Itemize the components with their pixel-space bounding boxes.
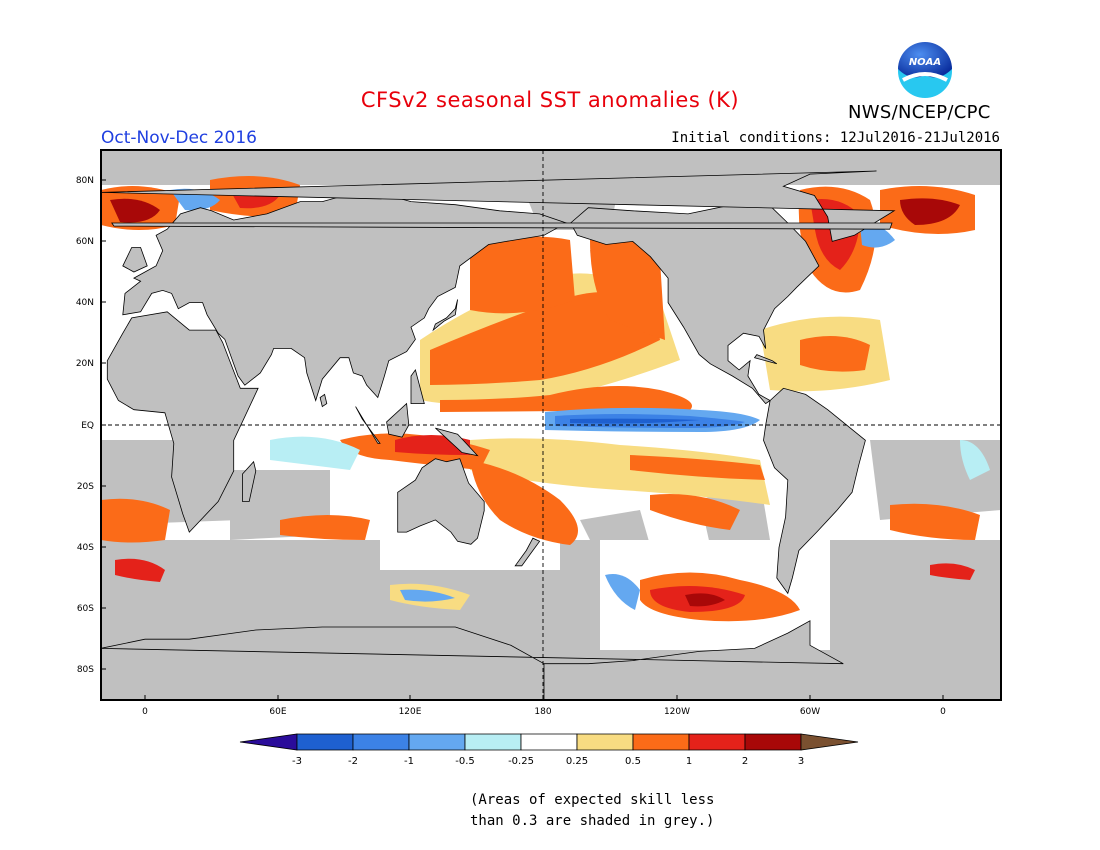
lat-tick-label: 80N [76, 176, 94, 186]
new-zealand [514, 537, 541, 567]
iceland [111, 222, 893, 230]
sumatra [355, 406, 381, 444]
cuba [753, 354, 778, 365]
anomaly-patch [380, 540, 560, 570]
noaa-logo: NOAA [898, 42, 952, 98]
lat-tick-label: EQ [81, 421, 94, 431]
anomaly-patch [115, 558, 165, 582]
colorbar-swatch [744, 733, 802, 751]
madagascar [242, 460, 257, 502]
colorbar-label: 1 [686, 756, 692, 767]
colorbar-label: -0.25 [508, 756, 534, 767]
anomaly-patch [960, 440, 990, 480]
british-isles [122, 247, 148, 273]
land-masses [101, 170, 896, 700]
map-plot-area [101, 150, 1001, 700]
antarctica [101, 620, 844, 700]
organization-label: NWS/NCEP/CPC [848, 102, 991, 123]
colorbar-swatch [239, 733, 298, 751]
south-indian-warm [280, 515, 370, 540]
north-pacific-warm [430, 292, 660, 385]
lon-tick-label: 180 [534, 707, 551, 717]
colorbar-swatch [520, 733, 578, 751]
colorbar-label: -1 [404, 756, 414, 767]
lat-tick-label: 80S [77, 665, 94, 675]
skill-note-line-2: than 0.3 are shaded in grey.) [470, 813, 715, 829]
lat-tick-label: 20S [77, 482, 94, 492]
colorbar-swatch [464, 733, 522, 751]
initial-conditions-label: Initial conditions: 12Jul2016-21Jul2016 [671, 130, 1000, 146]
lat-tick-label: 20N [76, 359, 94, 369]
south-america [763, 387, 866, 595]
equatorial-cold-tongue [570, 418, 700, 424]
colorbar-label: 0.25 [566, 756, 588, 767]
southern-ocean-cold [605, 574, 640, 610]
sri-lanka [319, 393, 328, 408]
anomaly-shading [101, 150, 1001, 700]
chart-title: CFSv2 seasonal SST anomalies (K) [360, 88, 740, 112]
colorbar-label: -0.5 [455, 756, 475, 767]
north-atlantic-warm [900, 198, 960, 225]
latitude-ticks: 80N 60N 40N 20N EQ 20S 40S 60S 80S [76, 176, 106, 675]
south-pacific-warm [630, 455, 765, 480]
north-pacific-warm [440, 386, 692, 412]
africa [106, 311, 259, 533]
lon-tick-label: 120W [664, 707, 690, 717]
north-america [570, 201, 820, 405]
anomaly-patch [400, 589, 455, 602]
colorbar-swatch [688, 733, 746, 751]
lat-tick-label: 40S [77, 543, 94, 553]
logo-text: NOAA [909, 57, 941, 68]
anomaly-patch [110, 198, 160, 223]
new-guinea [435, 427, 479, 457]
north-pacific-warm [470, 236, 575, 314]
anomaly-patch [860, 224, 895, 248]
season-label: Oct-Nov-Dec 2016 [101, 128, 257, 148]
philippines [410, 368, 425, 404]
longitude-ticks: 0 60E 120E 180 120W 60W 0 [142, 695, 946, 717]
lon-tick-label: 0 [940, 707, 946, 717]
south-pacific-warm [470, 460, 578, 545]
colorbar-swatch [296, 733, 354, 751]
colorbar-swatch [408, 733, 466, 751]
anomaly-patch [800, 336, 870, 372]
lat-tick-label: 60N [76, 237, 94, 247]
south-pacific-warm [650, 494, 740, 530]
colorbar-label: 0.5 [625, 756, 641, 767]
lon-tick-label: 60W [800, 707, 820, 717]
lon-tick-label: 120E [399, 707, 422, 717]
colorbar-swatch [352, 733, 410, 751]
skill-note: (Areas of expected skill less than 0.3 a… [470, 790, 730, 832]
southern-ocean-warm-pool [685, 593, 725, 607]
lat-tick-label: 40N [76, 298, 94, 308]
colorbar-swatch [800, 733, 859, 751]
colorbar-swatch [632, 733, 690, 751]
anomaly-patch [930, 563, 975, 580]
south-pacific-yellow [470, 438, 770, 505]
colorbar-label: -2 [348, 756, 358, 767]
south-atlantic-warm [890, 503, 980, 540]
lat-tick-label: 60S [77, 604, 94, 614]
colorbar-swatch [576, 733, 634, 751]
lon-tick-label: 60E [269, 707, 286, 717]
indian-ocean-cool [270, 436, 360, 470]
colorbar-label: -3 [292, 756, 302, 767]
south-atlantic-warm [101, 498, 170, 543]
colorbar-label: 2 [742, 756, 748, 767]
borneo [386, 402, 410, 438]
north-pacific-warm [590, 237, 665, 340]
skill-note-line-1: (Areas of expected skill less [470, 792, 715, 808]
colorbar-label: 3 [798, 756, 804, 767]
eurasia [122, 188, 568, 402]
colorbar: -3 -2 -1 -0.5 -0.25 0.25 0.5 1 2 3 [239, 733, 859, 767]
lon-tick-label: 0 [142, 707, 148, 717]
australia [397, 458, 485, 545]
japan [432, 299, 458, 332]
